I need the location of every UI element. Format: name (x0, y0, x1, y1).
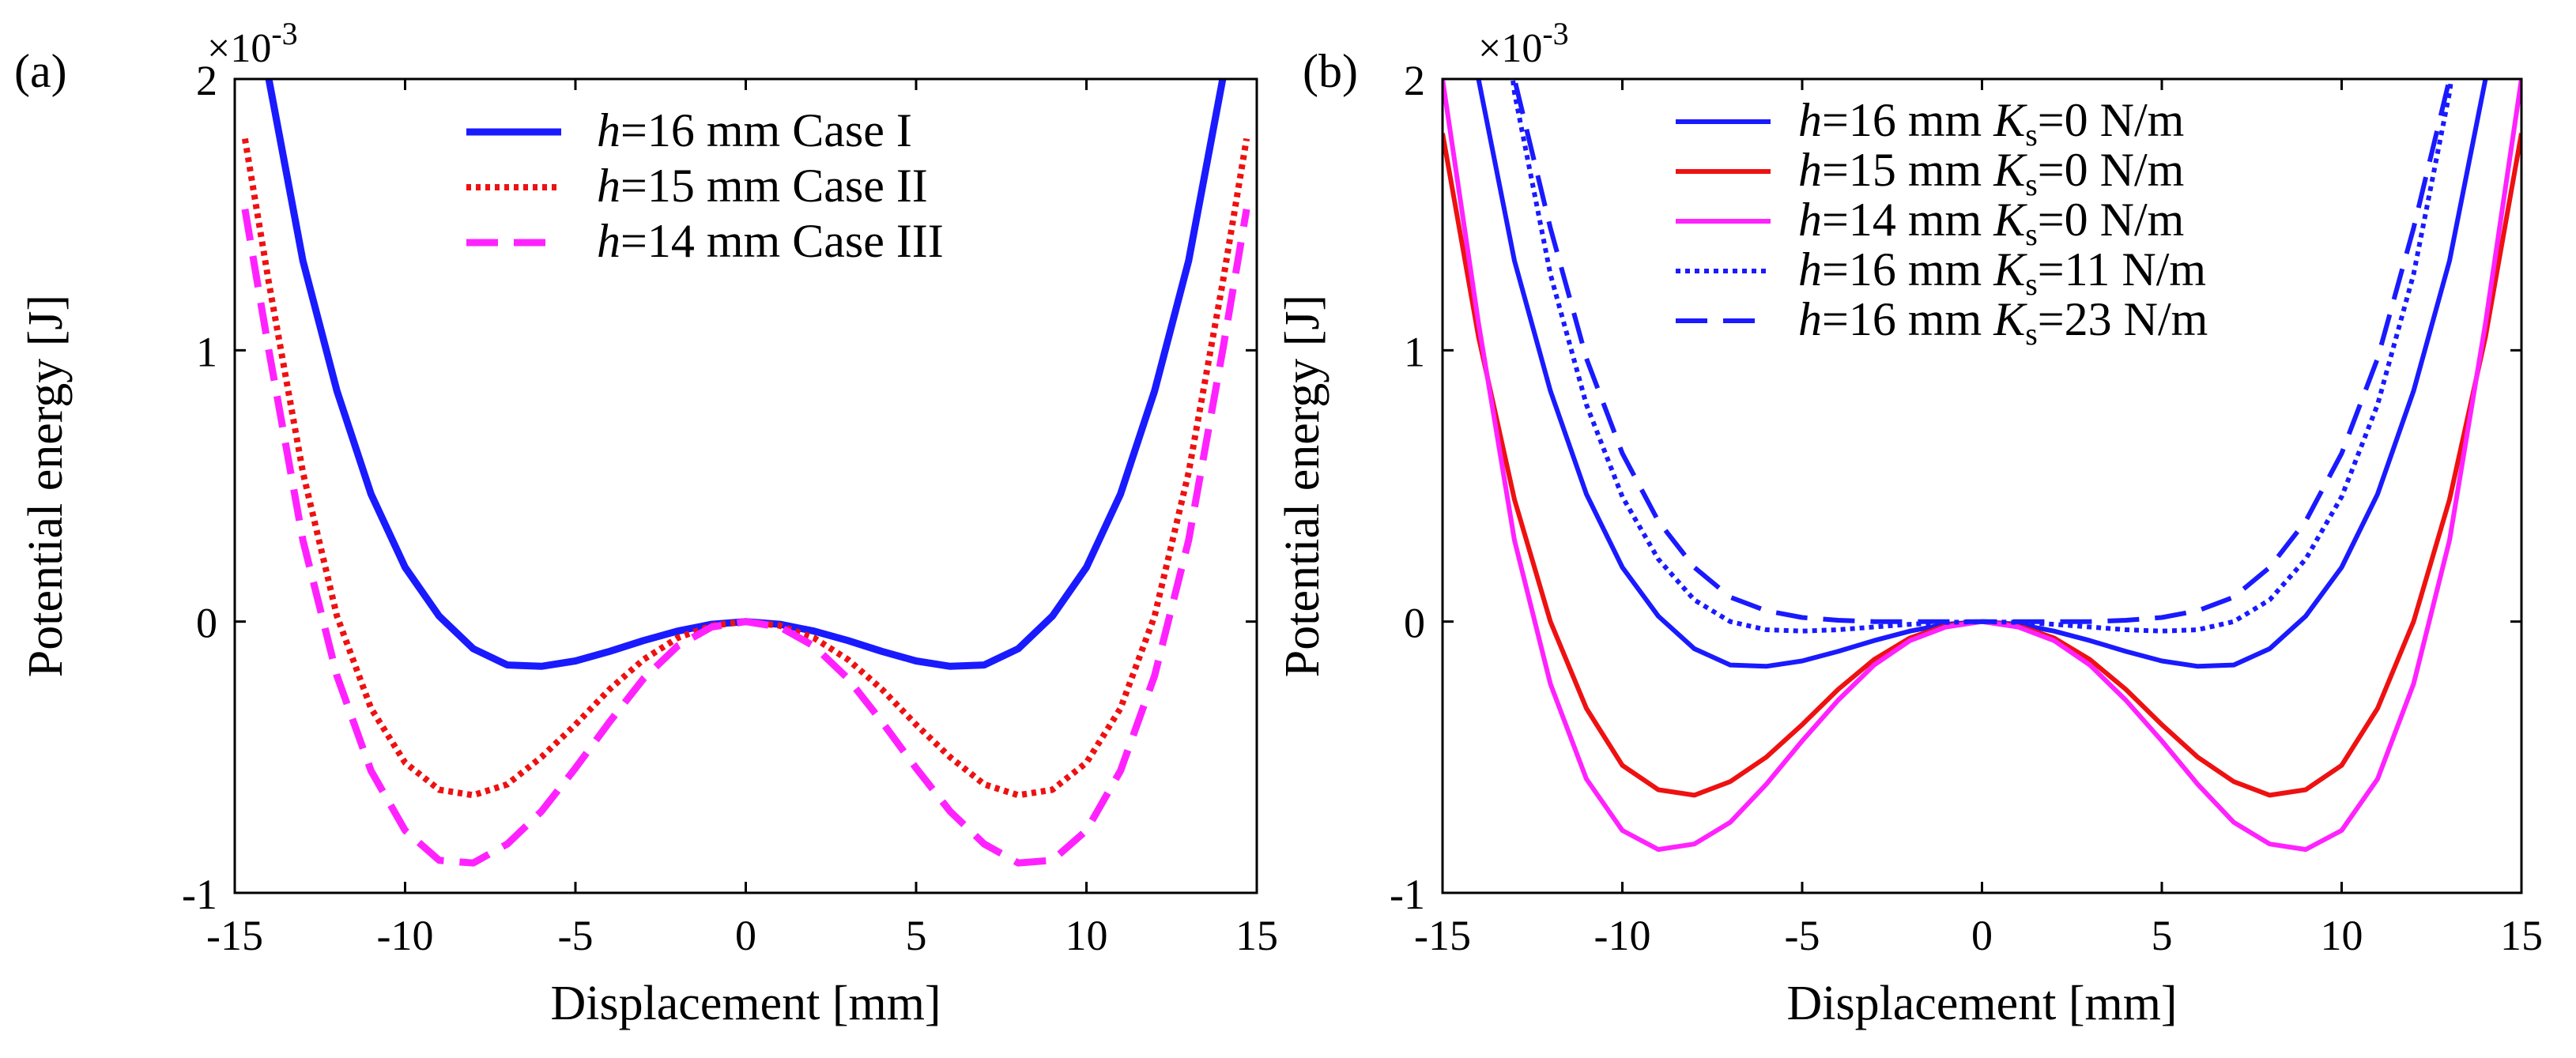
y-tick-label: 2 (1404, 57, 1425, 104)
x-axis-label: Displacement [mm] (550, 977, 941, 1030)
y-multiplier: ×10-3 (207, 16, 298, 71)
legend-label-4: h=16 mm Ks=11 N/m (1798, 243, 2206, 302)
x-tick-label: 15 (2500, 912, 2543, 959)
legend-label-2: h=15 mm Ks=0 N/m (1798, 144, 2184, 202)
x-axis-label: Displacement [mm] (1786, 977, 2177, 1030)
y-tick-label: -1 (1390, 871, 1425, 918)
y-tick-label: 1 (1404, 328, 1425, 375)
legend: h=16 mm Case Ih=15 mm Case IIh=14 mm Cas… (466, 104, 944, 267)
y-tick-label: 2 (196, 57, 217, 104)
x-tick-label: -15 (1414, 912, 1471, 959)
x-tick-label: 0 (1971, 912, 1993, 959)
x-tick-label: 15 (1235, 912, 1278, 959)
x-tick-label: -15 (206, 912, 263, 959)
legend-label-1: h=16 mm Case I (597, 104, 912, 156)
x-tick-label: 5 (2152, 912, 2173, 959)
y-tick-label: 1 (196, 328, 217, 375)
y-axis-label: Potential energy [J] (19, 295, 73, 677)
y-tick-label: -1 (182, 871, 217, 918)
series-line-5 (1511, 79, 2453, 624)
x-tick-label: -10 (1594, 912, 1651, 959)
x-tick-label: 10 (2321, 912, 2363, 959)
series-group (1443, 79, 2521, 853)
series-line-4 (1510, 79, 2454, 634)
legend-label-3: h=14 mm Case III (597, 215, 944, 267)
y-tick-label: 0 (196, 600, 217, 647)
legend-label-2: h=15 mm Case II (597, 160, 928, 212)
x-tick-label: 5 (906, 912, 927, 959)
legend-label-1: h=16 mm Ks=0 N/m (1798, 94, 2184, 152)
series-group (241, 79, 1250, 867)
x-tick-label: -5 (558, 912, 594, 959)
x-tick-label: -10 (377, 912, 434, 959)
series-line-3 (241, 209, 1250, 867)
series-line-1 (265, 79, 1227, 670)
series-line-2 (241, 137, 1250, 799)
y-axis-label: Potential energy [J] (1276, 295, 1329, 677)
x-tick-label: -5 (1785, 912, 1820, 959)
legend: h=16 mm Ks=0 N/mh=15 mm Ks=0 N/mh=14 mm … (1676, 94, 2208, 352)
x-tick-label: 0 (735, 912, 756, 959)
panel-label: (b) (1303, 45, 1358, 97)
legend-label-5: h=16 mm Ks=23 N/m (1798, 293, 2208, 352)
panel-label: (a) (14, 45, 67, 97)
legend-label-3: h=14 mm Ks=0 N/m (1798, 194, 2184, 252)
x-tick-label: 10 (1065, 912, 1108, 959)
y-tick-label: 0 (1404, 600, 1425, 647)
y-multiplier: ×10-3 (1478, 16, 1569, 71)
